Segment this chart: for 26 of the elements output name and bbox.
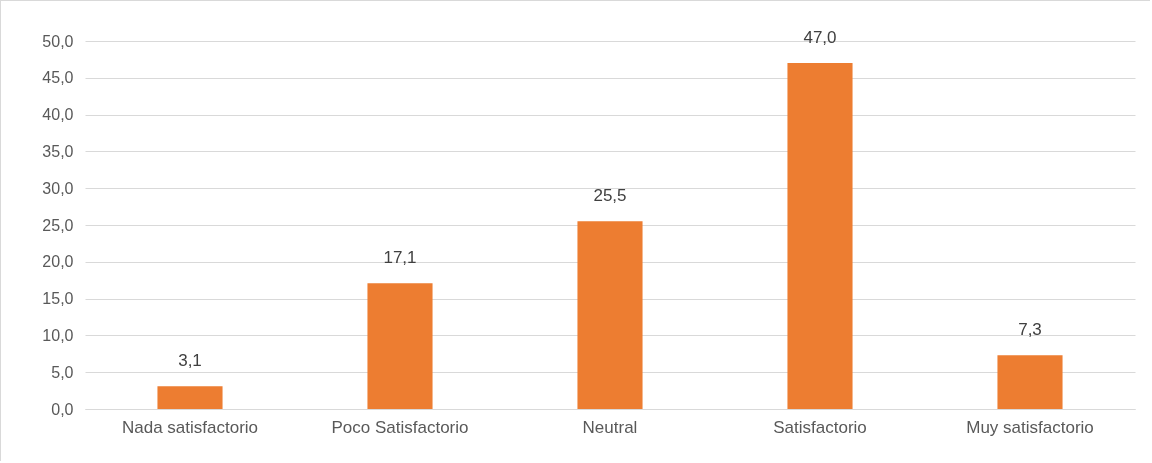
x-tick-label: Neutral bbox=[582, 417, 638, 437]
data-label: 17,1 bbox=[383, 248, 417, 268]
bar bbox=[997, 355, 1063, 409]
bar bbox=[577, 221, 643, 409]
x-tick-label: Muy satisfactorio bbox=[966, 417, 1094, 437]
y-tick-label: 25,0 bbox=[42, 216, 74, 234]
y-tick-label: 0,0 bbox=[51, 400, 74, 418]
y-tick-label: 30,0 bbox=[42, 179, 74, 197]
x-tick-label: Satisfactorio bbox=[773, 417, 867, 437]
y-tick-label: 10,0 bbox=[42, 326, 74, 344]
bar bbox=[367, 283, 433, 409]
y-tick-label: 20,0 bbox=[42, 253, 74, 271]
x-tick-label: Poco Satisfactorio bbox=[331, 417, 469, 437]
bar bbox=[787, 63, 853, 409]
x-tick-label: Nada satisfactorio bbox=[121, 417, 259, 437]
data-label: 7,3 bbox=[1018, 320, 1042, 340]
y-tick-label: 45,0 bbox=[42, 69, 74, 87]
bar bbox=[157, 386, 223, 409]
y-tick-label: 5,0 bbox=[51, 363, 74, 381]
data-label: 47,0 bbox=[803, 28, 837, 48]
data-label: 3,1 bbox=[178, 351, 202, 371]
y-tick-label: 15,0 bbox=[42, 290, 74, 308]
y-tick-label: 40,0 bbox=[42, 106, 74, 124]
y-tick-label: 50,0 bbox=[42, 32, 74, 50]
data-label: 25,5 bbox=[593, 186, 627, 206]
y-tick-label: 35,0 bbox=[42, 142, 74, 160]
